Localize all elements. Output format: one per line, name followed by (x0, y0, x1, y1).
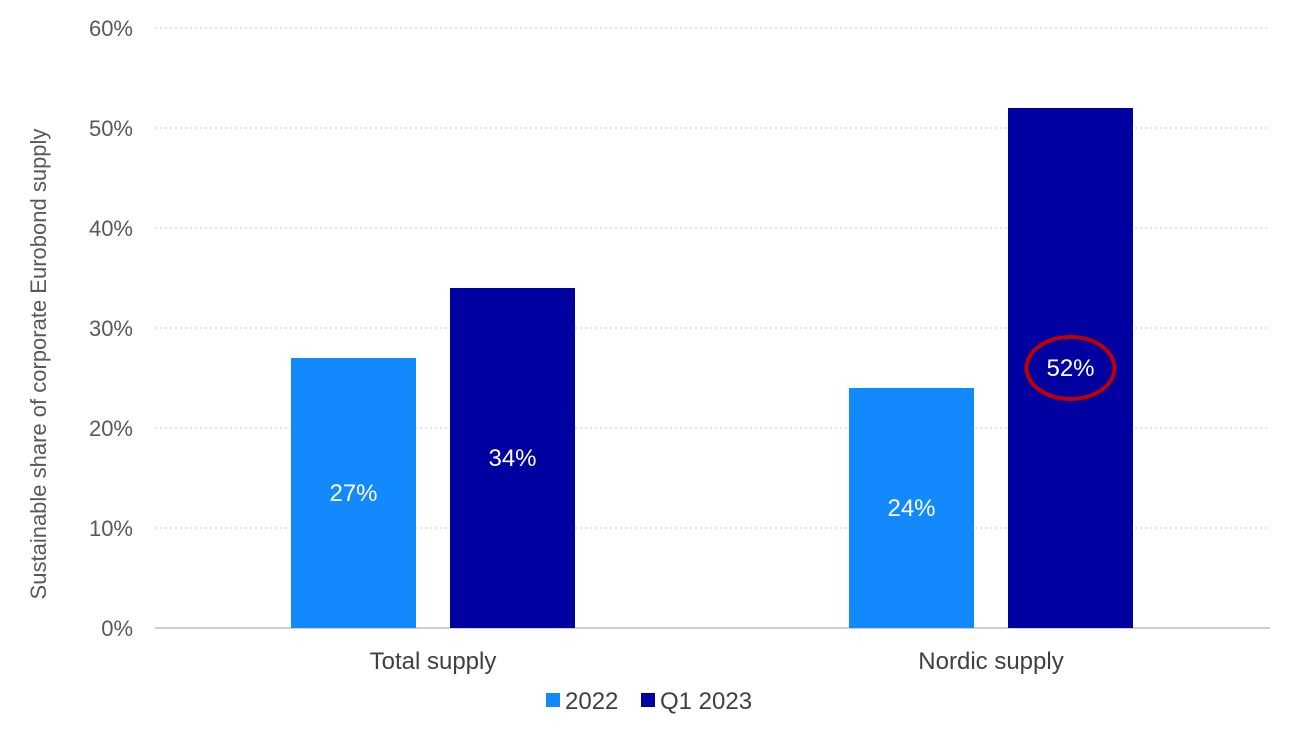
legend-swatch (546, 693, 560, 707)
y-tick-label: 10% (89, 516, 133, 541)
bar-value-labels: 27% 34% 24% 52% (329, 355, 1094, 522)
x-category-label: Nordic supply (918, 648, 1063, 675)
bar (849, 388, 974, 628)
bar-value-label: 27% (329, 480, 377, 507)
y-tick-label: 40% (89, 216, 133, 241)
legend: 2022 Q1 2023 (546, 688, 752, 715)
x-category-label: Total supply (370, 648, 497, 675)
y-tick-label: 20% (89, 416, 133, 441)
bar-value-label: 34% (488, 445, 536, 472)
bar (1008, 108, 1133, 628)
bar-value-label: 52% (1046, 355, 1094, 382)
bars (291, 108, 1133, 628)
y-axis-ticks: 0% 10% 20% 30% 40% 50% 60% (89, 16, 133, 641)
y-tick-label: 0% (101, 616, 133, 641)
y-tick-label: 60% (89, 16, 133, 41)
y-tick-label: 50% (89, 116, 133, 141)
y-tick-label: 30% (89, 316, 133, 341)
y-axis-title: Sustainable share of corporate Eurobond … (26, 129, 51, 600)
legend-swatch (641, 693, 655, 707)
legend-label: Q1 2023 (660, 688, 752, 715)
bar (291, 358, 416, 628)
bar (450, 288, 575, 628)
highlight-circle (1024, 335, 1117, 401)
bar-value-label: 24% (887, 495, 935, 522)
legend-label: 2022 (565, 688, 618, 715)
x-axis-categories: Total supply Nordic supply (370, 648, 1064, 675)
annotations (1024, 335, 1117, 401)
